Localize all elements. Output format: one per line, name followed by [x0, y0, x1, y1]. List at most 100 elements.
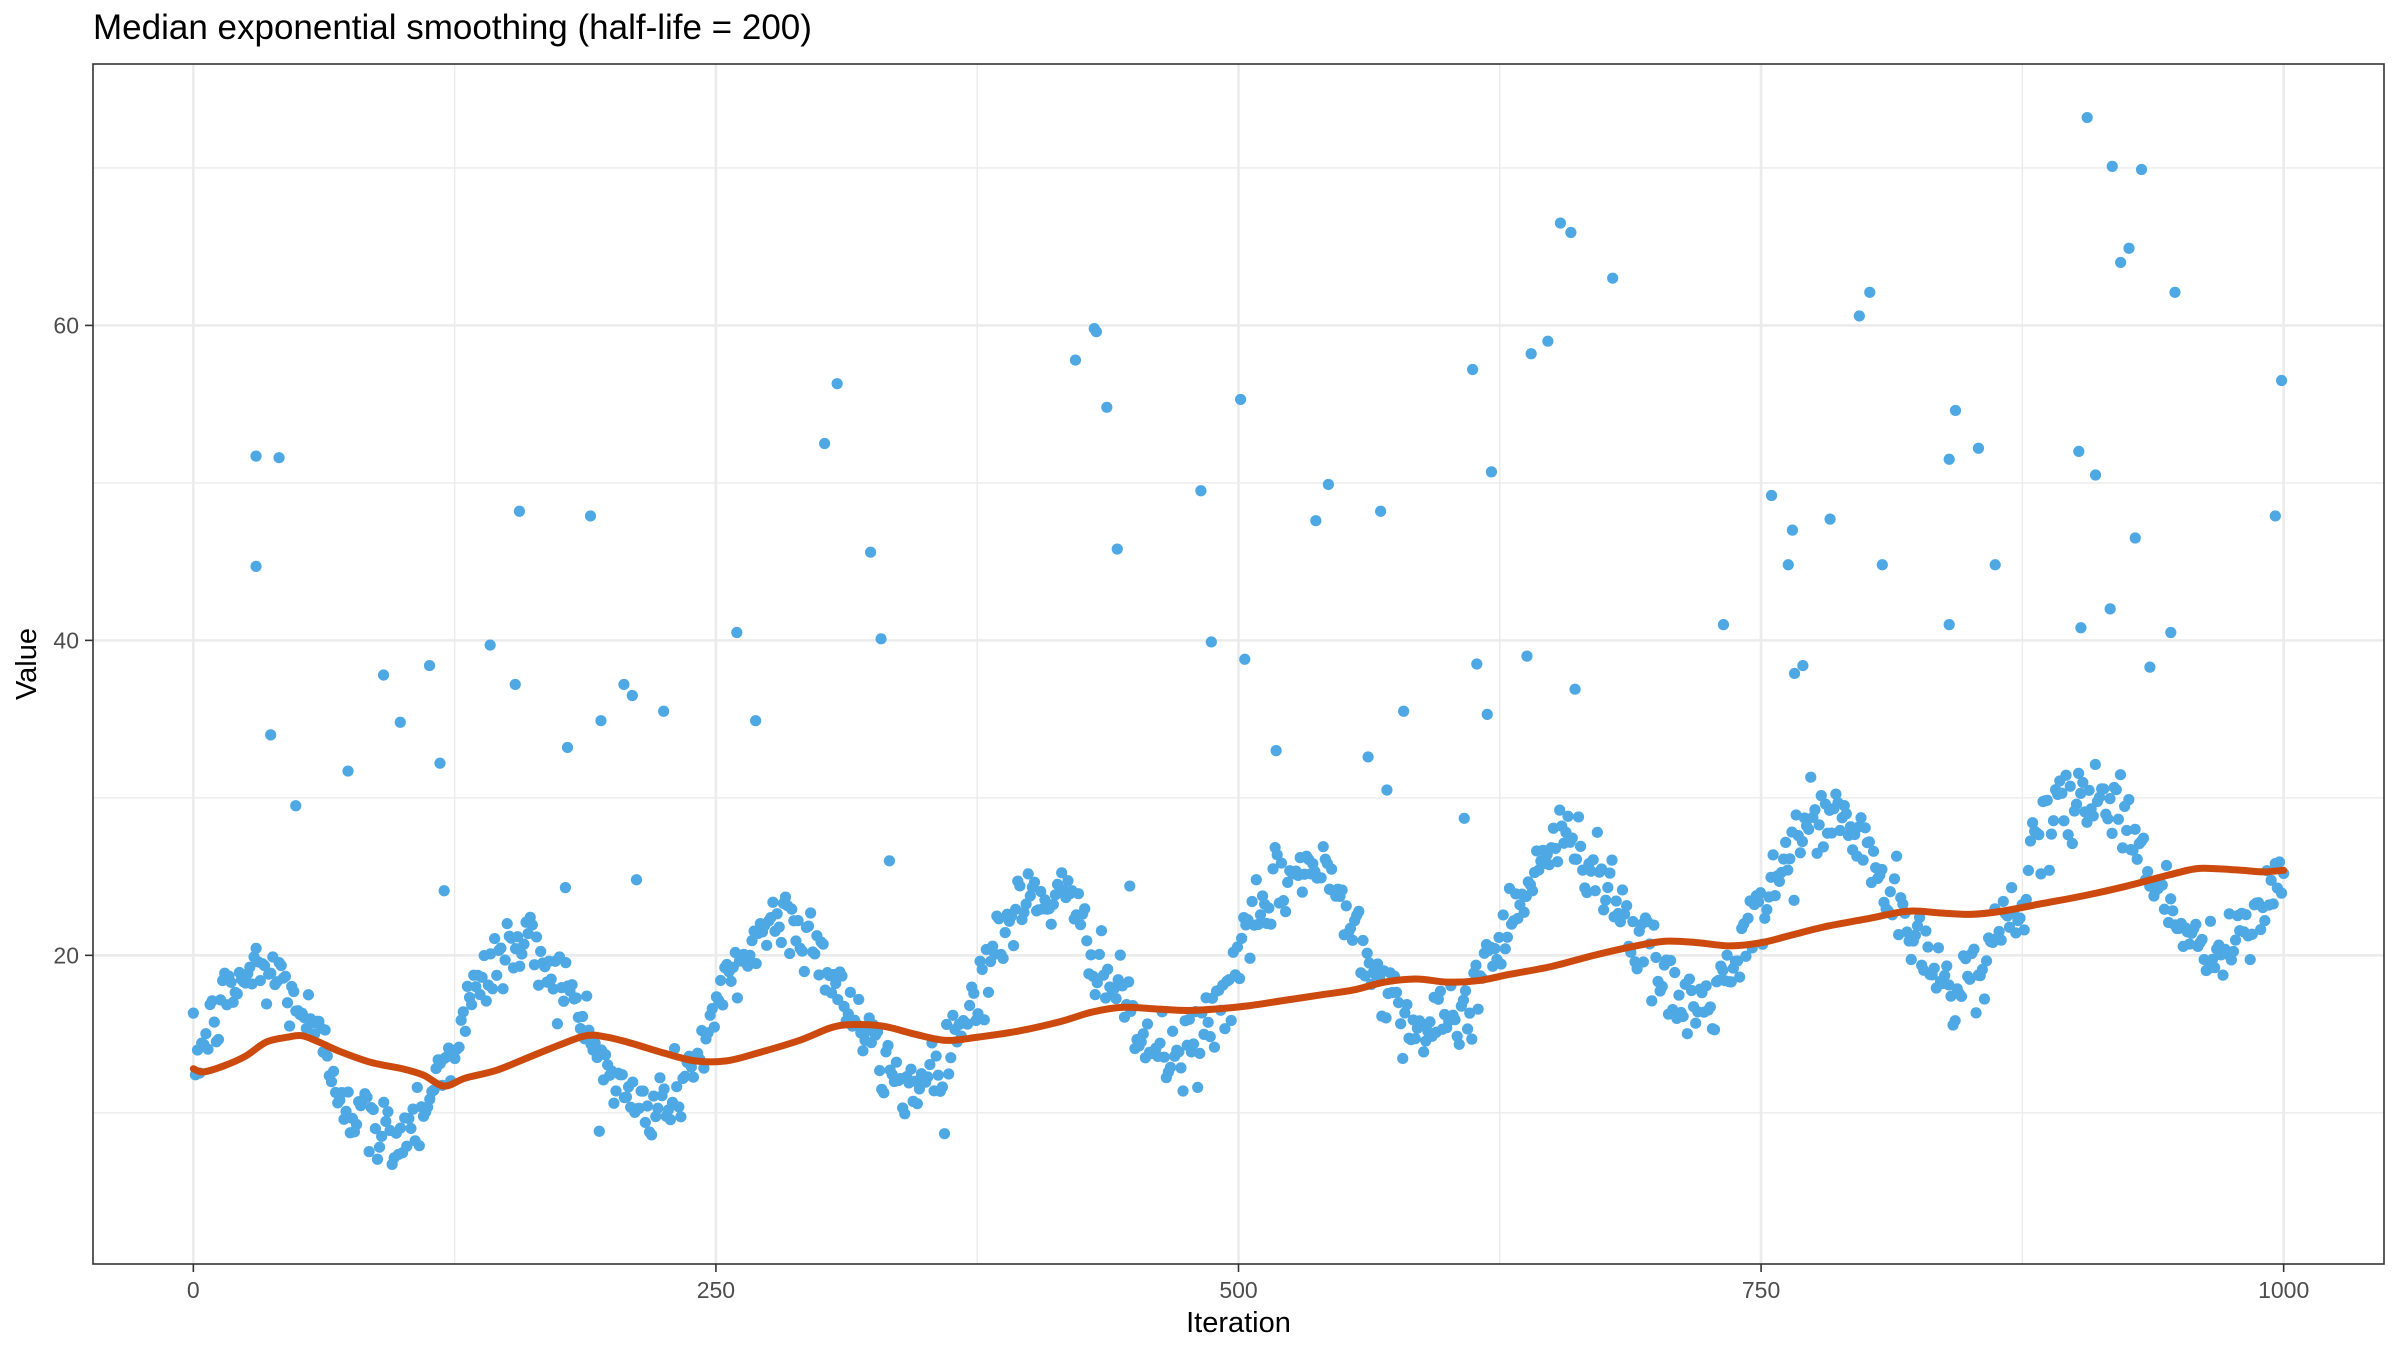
data-point [2083, 784, 2095, 796]
data-point [1453, 1038, 1465, 1050]
data-point [1788, 894, 1800, 906]
outlier-point [1471, 658, 1483, 670]
data-point [2024, 835, 2037, 847]
smooth-line [189, 864, 2288, 1090]
data-point [648, 1090, 660, 1102]
data-point [1418, 1046, 1430, 1058]
data-point [2026, 817, 2039, 829]
data-point [1183, 1013, 1195, 1025]
data-point [459, 1025, 471, 1037]
data-point [405, 1122, 417, 1135]
data-point [1920, 925, 1932, 937]
outlier-point [1788, 667, 1801, 680]
outlier-point [1398, 705, 1410, 717]
data-point [208, 1016, 220, 1028]
data-point [1359, 970, 1371, 982]
outlier-point [1481, 708, 1493, 720]
data-point [1591, 826, 1603, 838]
data-point [480, 995, 492, 1007]
data-point [1175, 1062, 1187, 1074]
data-point [1587, 854, 1599, 866]
data-point [1752, 896, 1765, 908]
data-point [246, 978, 258, 990]
data-point [1905, 953, 1917, 966]
data-point [616, 1069, 628, 1081]
data-point [1014, 880, 1026, 892]
data-point [1056, 867, 1068, 879]
data-point [2058, 815, 2070, 827]
data-point [1570, 853, 1583, 865]
outlier-point [883, 855, 896, 867]
data-point [744, 949, 756, 961]
data-point [1941, 960, 1953, 972]
data-point [2116, 842, 2129, 854]
outlier-point [2073, 445, 2085, 458]
data-point [514, 960, 526, 972]
outlier-point [1195, 485, 1207, 497]
data-point [1740, 950, 1752, 962]
data-point [938, 1128, 951, 1140]
data-point [997, 952, 1009, 964]
data-point [1863, 836, 1875, 848]
data-point [1700, 980, 1712, 992]
outlier-point [2269, 510, 2281, 522]
data-point [922, 1071, 934, 1083]
data-point [1336, 884, 1348, 896]
data-point [905, 1063, 917, 1075]
data-point [380, 1115, 392, 1128]
data-point [363, 1146, 375, 1158]
outlier-point [1765, 489, 1778, 502]
outlier-point [1782, 559, 1794, 571]
data-point [371, 1153, 384, 1165]
data-point [254, 974, 266, 987]
data-point [376, 1130, 388, 1142]
data-point [945, 1052, 957, 1064]
data-point [1470, 959, 1482, 971]
x-tick-label: 250 [697, 1277, 735, 1303]
x-tick-label: 500 [1219, 1277, 1257, 1303]
data-point [2160, 859, 2173, 872]
outlier-point [630, 874, 643, 886]
data-point [1035, 885, 1047, 898]
data-point [1187, 1038, 1200, 1050]
data-point [1830, 788, 1842, 800]
data-point [1964, 973, 1976, 985]
data-point [1867, 845, 1880, 857]
data-point [1326, 863, 1338, 875]
data-point [2259, 915, 2271, 927]
data-point [1610, 895, 1622, 907]
data-point [1968, 943, 1980, 955]
data-point [936, 1081, 949, 1093]
data-point [1007, 940, 1020, 952]
outlier-point [2104, 603, 2116, 615]
data-point [1279, 906, 1292, 918]
data-point [2190, 918, 2202, 930]
data-point [361, 1091, 373, 1103]
data-point [1434, 985, 1447, 997]
data-point [369, 1122, 381, 1135]
data-point [671, 1081, 683, 1093]
data-point [1390, 986, 1403, 998]
data-point [1397, 1052, 1409, 1065]
outlier-point [1554, 217, 1567, 229]
data-point [899, 1108, 911, 1120]
data-point [750, 957, 762, 970]
data-point [1282, 876, 1294, 888]
data-point [1767, 849, 1779, 861]
outlier-point [1090, 326, 1102, 338]
data-point [1970, 1007, 1982, 1019]
outlier-point [1310, 515, 1322, 527]
data-point [1585, 865, 1597, 877]
outlier-point [1467, 363, 1479, 376]
data-point [1204, 1031, 1216, 1043]
data-point [599, 1049, 612, 1061]
data-point [2131, 853, 2143, 865]
data-point [658, 1083, 670, 1095]
data-point [947, 1009, 959, 1021]
outlier-point [865, 546, 877, 558]
outlier-point [831, 378, 843, 390]
data-point [1784, 853, 1796, 865]
outlier-point [1824, 513, 1836, 525]
data-point [545, 973, 557, 985]
data-point [2045, 828, 2058, 840]
